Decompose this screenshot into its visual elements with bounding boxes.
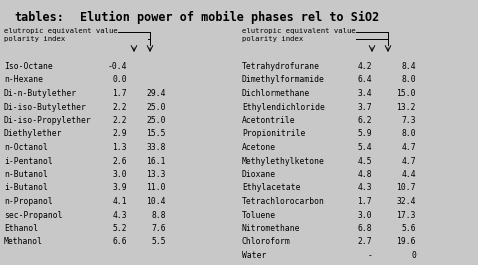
Text: Di-iso-Butylether: Di-iso-Butylether (4, 103, 87, 112)
Text: polarity index: polarity index (242, 36, 303, 42)
Text: n-Hexane: n-Hexane (4, 76, 43, 85)
Text: 4.4: 4.4 (402, 170, 416, 179)
Text: 10.7: 10.7 (396, 183, 416, 192)
Text: 3.0: 3.0 (112, 170, 127, 179)
Text: 5.9: 5.9 (358, 130, 372, 139)
Text: Dichlormethane: Dichlormethane (242, 89, 310, 98)
Text: 13.2: 13.2 (396, 103, 416, 112)
Text: 2.2: 2.2 (112, 103, 127, 112)
Text: polarity index: polarity index (4, 36, 65, 42)
Text: 0.0: 0.0 (112, 76, 127, 85)
Text: 6.2: 6.2 (358, 116, 372, 125)
Text: tables:: tables: (14, 11, 64, 24)
Text: Tetrachlorocarbon: Tetrachlorocarbon (242, 197, 325, 206)
Text: Acetontrile: Acetontrile (242, 116, 295, 125)
Text: 3.4: 3.4 (358, 89, 372, 98)
Text: 15.0: 15.0 (396, 89, 416, 98)
Text: 4.2: 4.2 (358, 62, 372, 71)
Text: elutropic equivalent value: elutropic equivalent value (4, 28, 118, 34)
Text: 5.5: 5.5 (152, 237, 166, 246)
Text: -: - (367, 251, 372, 260)
Text: 6.4: 6.4 (358, 76, 372, 85)
Text: Diethylether: Diethylether (4, 130, 63, 139)
Text: 2.9: 2.9 (112, 130, 127, 139)
Text: i-Butanol: i-Butanol (4, 183, 48, 192)
Text: 7.6: 7.6 (152, 224, 166, 233)
Text: 4.1: 4.1 (112, 197, 127, 206)
Text: 17.3: 17.3 (396, 210, 416, 219)
Text: 10.4: 10.4 (146, 197, 166, 206)
Text: n-Propanol: n-Propanol (4, 197, 53, 206)
Text: 4.7: 4.7 (402, 143, 416, 152)
Text: elutropic equivalent value: elutropic equivalent value (242, 28, 356, 34)
Text: 25.0: 25.0 (146, 116, 166, 125)
Text: 1.3: 1.3 (112, 143, 127, 152)
Text: 6.6: 6.6 (112, 237, 127, 246)
Text: Di-iso-Propylether: Di-iso-Propylether (4, 116, 92, 125)
Text: 5.6: 5.6 (402, 224, 416, 233)
Text: Dimethylformamide: Dimethylformamide (242, 76, 325, 85)
Text: 4.3: 4.3 (112, 210, 127, 219)
Text: Toluene: Toluene (242, 210, 276, 219)
Text: Di-n-Butylether: Di-n-Butylether (4, 89, 77, 98)
Text: Iso-Octane: Iso-Octane (4, 62, 53, 71)
Text: Methanol: Methanol (4, 237, 43, 246)
Text: n-Octanol: n-Octanol (4, 143, 48, 152)
Text: 4.7: 4.7 (402, 157, 416, 166)
Text: Nitromethane: Nitromethane (242, 224, 301, 233)
Text: Methylethylketone: Methylethylketone (242, 157, 325, 166)
Text: 8.8: 8.8 (152, 210, 166, 219)
Text: 32.4: 32.4 (396, 197, 416, 206)
Text: 16.1: 16.1 (146, 157, 166, 166)
Text: 7.3: 7.3 (402, 116, 416, 125)
Text: 4.8: 4.8 (358, 170, 372, 179)
Text: Propionitrile: Propionitrile (242, 130, 305, 139)
Text: 1.7: 1.7 (358, 197, 372, 206)
Text: Ethylacetate: Ethylacetate (242, 183, 301, 192)
Text: 5.4: 5.4 (358, 143, 372, 152)
Text: Ethylendichloride: Ethylendichloride (242, 103, 325, 112)
Text: 8.0: 8.0 (402, 130, 416, 139)
Text: 25.0: 25.0 (146, 103, 166, 112)
Text: n-Butanol: n-Butanol (4, 170, 48, 179)
Text: 15.5: 15.5 (146, 130, 166, 139)
Text: 3.9: 3.9 (112, 183, 127, 192)
Text: Acetone: Acetone (242, 143, 276, 152)
Text: 0: 0 (411, 251, 416, 260)
Text: 5.2: 5.2 (112, 224, 127, 233)
Text: 2.2: 2.2 (112, 116, 127, 125)
Text: 2.6: 2.6 (112, 157, 127, 166)
Text: sec-Propanol: sec-Propanol (4, 210, 63, 219)
Text: Ethanol: Ethanol (4, 224, 38, 233)
Text: 8.4: 8.4 (402, 62, 416, 71)
Text: 3.0: 3.0 (358, 210, 372, 219)
Text: 29.4: 29.4 (146, 89, 166, 98)
Text: -0.4: -0.4 (108, 62, 127, 71)
Text: i-Pentanol: i-Pentanol (4, 157, 53, 166)
Text: Water: Water (242, 251, 266, 260)
Text: Chloroform: Chloroform (242, 237, 291, 246)
Text: 2.7: 2.7 (358, 237, 372, 246)
Text: 33.8: 33.8 (146, 143, 166, 152)
Text: 3.7: 3.7 (358, 103, 372, 112)
Text: 6.8: 6.8 (358, 224, 372, 233)
Text: 8.0: 8.0 (402, 76, 416, 85)
Text: Elution power of mobile phases rel to SiO2: Elution power of mobile phases rel to Si… (80, 11, 379, 24)
Text: Tetrahydrofurane: Tetrahydrofurane (242, 62, 320, 71)
Text: Dioxane: Dioxane (242, 170, 276, 179)
Text: 13.3: 13.3 (146, 170, 166, 179)
Text: 4.3: 4.3 (358, 183, 372, 192)
Text: 11.0: 11.0 (146, 183, 166, 192)
Text: 19.6: 19.6 (396, 237, 416, 246)
Text: 1.7: 1.7 (112, 89, 127, 98)
Text: 4.5: 4.5 (358, 157, 372, 166)
